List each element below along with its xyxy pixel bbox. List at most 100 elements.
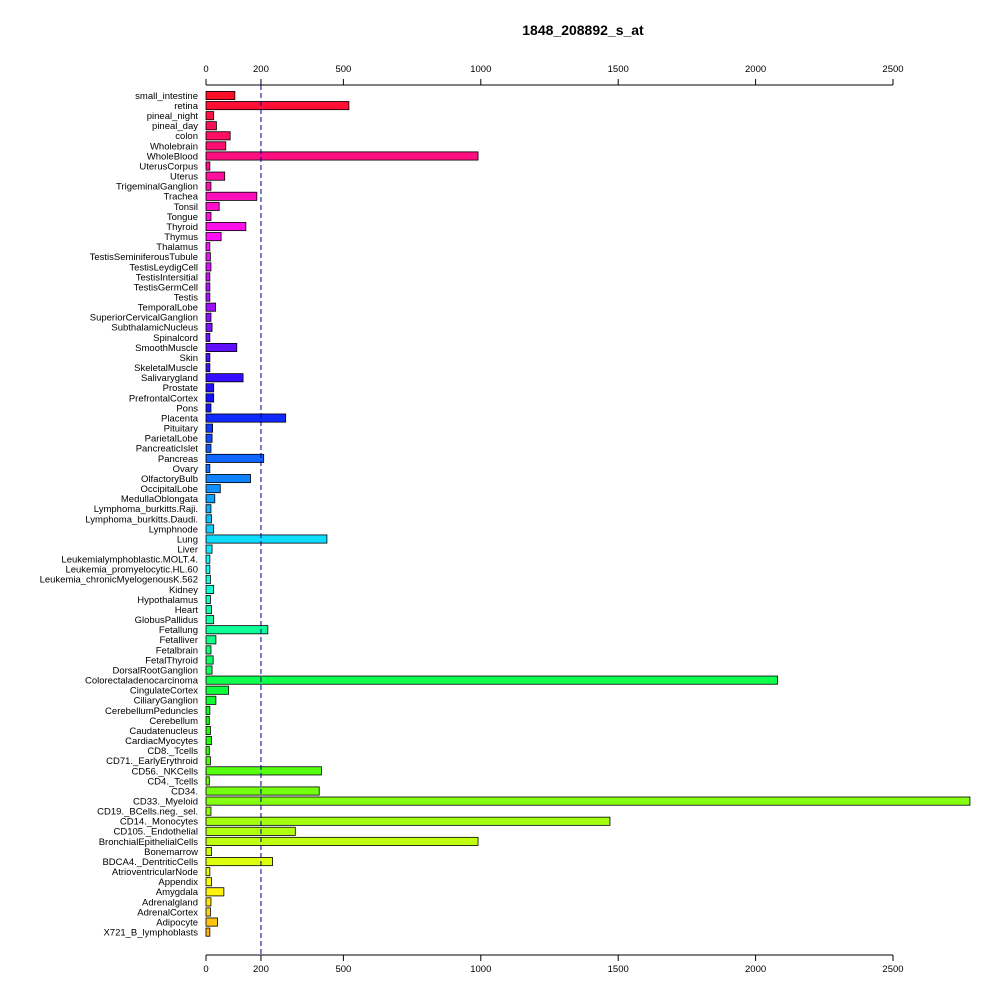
bar	[205, 322, 213, 332]
category-label: Fetalbrain	[156, 645, 198, 656]
bottom-tick-label: 2000	[745, 964, 766, 975]
category-label: TestisIntersitial	[136, 272, 198, 283]
bar	[205, 514, 212, 524]
top-tick-label: 1500	[608, 64, 629, 75]
bar	[205, 776, 210, 786]
bar	[205, 403, 212, 413]
bar	[205, 131, 231, 141]
top-tick-label: 2000	[745, 64, 766, 75]
category-label: Thyroid	[166, 222, 198, 233]
bar	[205, 494, 216, 504]
bottom-tick-label: 500	[335, 964, 351, 975]
bar	[205, 111, 215, 121]
bar	[205, 383, 215, 393]
bottom-tick-label: 0	[203, 964, 208, 975]
bar	[205, 141, 227, 151]
top-tick-label: 0	[203, 64, 208, 75]
category-label: TestisSeminiferousTubule	[90, 252, 198, 263]
bar	[205, 151, 479, 161]
category-label: Placenta	[161, 413, 199, 424]
category-label: Wholebrain	[150, 141, 198, 152]
top-tick-label: 500	[335, 64, 351, 75]
category-label: CD34.	[171, 786, 198, 797]
bar	[205, 101, 350, 111]
bar	[205, 766, 322, 776]
bar	[205, 816, 611, 826]
bar	[205, 927, 211, 937]
category-label: Testis	[174, 293, 199, 304]
bar	[205, 736, 212, 746]
category-label: Lung	[177, 534, 198, 545]
bar	[205, 635, 217, 645]
category-label: Appendix	[158, 877, 198, 888]
category-label: Skin	[180, 353, 198, 364]
category-label: CD4._Tcells	[147, 776, 198, 787]
category-label: SmoothMuscle	[135, 343, 198, 354]
bar	[205, 544, 213, 554]
bar	[205, 272, 211, 282]
category-label: TestisGermCell	[134, 282, 198, 293]
category-label: CiliaryGanglion	[134, 696, 198, 707]
category-label: TestisLeydigCell	[129, 262, 198, 273]
bar	[205, 282, 211, 292]
bar	[205, 222, 247, 232]
bar	[205, 867, 211, 877]
bar	[205, 615, 215, 625]
category-label: Spinalcord	[153, 333, 198, 344]
bar	[205, 857, 273, 867]
category-label: ParietalLobe	[145, 434, 198, 445]
bar	[205, 393, 215, 403]
category-label: pineal_night	[147, 111, 199, 122]
category-label: Tongue	[167, 212, 198, 223]
bar	[205, 796, 971, 806]
bar	[205, 91, 236, 101]
category-label: Liver	[177, 545, 198, 556]
bar	[205, 595, 211, 605]
category-label: Hypothalamus	[137, 595, 198, 606]
category-label: CerebellumPeduncles	[105, 706, 198, 717]
bar	[205, 242, 211, 252]
bar	[205, 413, 287, 423]
top-tick-label: 2500	[882, 64, 903, 75]
bar	[205, 605, 212, 615]
category-label: CD71._EarlyErythroid	[106, 756, 198, 767]
category-label: CD56._NKCells	[131, 766, 198, 777]
bar	[205, 756, 211, 766]
category-label: CardiacMyocytes	[125, 736, 198, 747]
category-label: OccipitalLobe	[140, 484, 198, 495]
bar	[205, 312, 212, 322]
category-label: TrigeminalGanglion	[116, 182, 198, 193]
category-label: CD105._Endothelial	[113, 827, 198, 838]
category-label: colon	[175, 131, 198, 142]
bar	[205, 665, 213, 675]
category-label: Leukemia_chronicMyelogenousK.562	[40, 575, 198, 586]
category-label: Cerebellum	[149, 716, 198, 727]
category-label: Kidney	[169, 585, 198, 596]
bar	[205, 423, 213, 433]
category-label: Heart	[175, 605, 199, 616]
bar	[205, 504, 212, 514]
bar	[205, 887, 225, 897]
bar	[205, 554, 211, 564]
category-label: AtrioventricularNode	[112, 867, 198, 878]
bar	[205, 625, 269, 635]
bar	[205, 433, 213, 443]
category-label: Adipocyte	[156, 917, 198, 928]
bar	[205, 685, 229, 695]
bar	[205, 342, 238, 352]
bar	[205, 373, 244, 383]
category-label: CD8._Tcells	[147, 746, 198, 757]
category-label: DorsalRootGanglion	[112, 665, 198, 676]
bar	[205, 877, 212, 887]
bar	[205, 786, 320, 796]
bar	[205, 443, 212, 453]
bar	[205, 191, 258, 201]
category-label: Thalamus	[156, 242, 198, 253]
top-tick-label: 1000	[470, 64, 491, 75]
bottom-tick-label: 1000	[470, 964, 491, 975]
category-label: Tonsil	[174, 202, 198, 213]
bar	[205, 252, 211, 262]
category-label: small_intestine	[135, 91, 198, 102]
category-label: Lymphoma_burkitts.Daudi.	[85, 514, 198, 525]
bar	[205, 363, 211, 373]
